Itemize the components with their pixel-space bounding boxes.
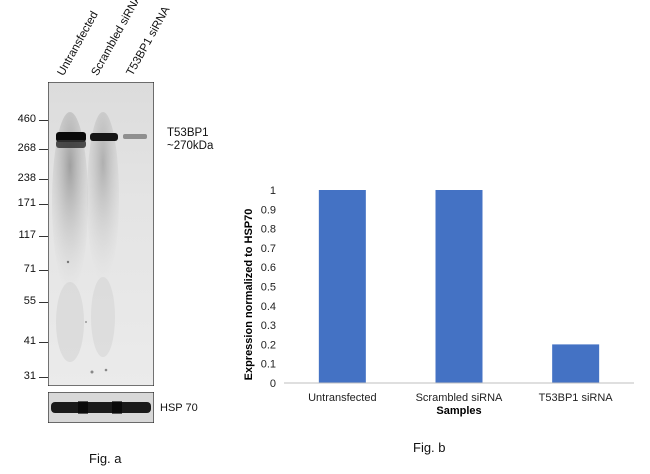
- bar-chart: 0 0.1 0.2 0.3 0.4 0.5 0.6 0.7 0.8 0.9 1 Untransfec…: [243, 185, 634, 417]
- mw-tick: [39, 149, 48, 150]
- band-untransfected: [56, 132, 86, 142]
- y-tick-label: 0.8: [261, 224, 276, 236]
- y-tick-label: 0.2: [261, 339, 276, 351]
- y-tick-label: 0.4: [261, 301, 276, 313]
- mw-tick: [39, 179, 48, 180]
- x-axis-label: Samples: [436, 405, 481, 417]
- mw-marker-238: 238: [17, 172, 36, 184]
- bar: [318, 190, 366, 383]
- y-axis-label: Expression normalized to HSP70: [243, 209, 255, 381]
- mw-tick: [39, 270, 48, 271]
- mw-marker-55: 55: [23, 295, 36, 307]
- y-tick-label: 0.3: [261, 320, 276, 332]
- mw-marker-171: 171: [17, 197, 36, 209]
- mw-marker-41: 41: [23, 335, 36, 347]
- loading-control-membrane: [48, 392, 154, 423]
- bar: [435, 190, 483, 383]
- bar: [552, 344, 600, 383]
- blot-membrane: [48, 82, 154, 386]
- y-tick-label: 0.9: [261, 204, 276, 216]
- lane-smear-untransfected: [52, 112, 88, 292]
- lane-smear-scrambled: [87, 112, 119, 282]
- y-tick-label: 0.1: [261, 359, 276, 371]
- figure-a-caption: Fig. a: [89, 451, 122, 466]
- target-band-size-label: ~270kDa: [167, 140, 214, 152]
- y-tick-label: 0.7: [261, 243, 276, 255]
- bars: [318, 190, 600, 383]
- figure-b-caption: Fig. b: [413, 440, 446, 455]
- mw-tick: [39, 342, 48, 343]
- mw-marker-460: 460: [17, 113, 36, 125]
- y-tick-label: 0.6: [261, 262, 276, 274]
- x-axis-ticks: Untransfected Scrambled siRNA T53BP1 siRNA: [308, 392, 613, 404]
- mw-tick: [39, 120, 48, 121]
- y-tick-label: 0.5: [261, 282, 276, 294]
- x-tick-label: Untransfected: [308, 392, 376, 404]
- target-band-label: T53BP1: [167, 127, 209, 139]
- y-axis-ticks: 0 0.1 0.2 0.3 0.4 0.5 0.6 0.7 0.8 0.9 1: [261, 185, 276, 390]
- mw-marker-268: 268: [17, 142, 36, 154]
- y-tick-label: 0: [270, 378, 276, 390]
- mw-tick: [39, 302, 48, 303]
- loading-control-label: HSP 70: [160, 402, 198, 414]
- band-t53bp1-sirna: [123, 134, 147, 139]
- hsp70-band: [51, 402, 151, 413]
- mw-tick: [39, 236, 48, 237]
- mw-marker-117: 117: [18, 229, 36, 241]
- mw-tick: [39, 377, 48, 378]
- mw-marker-71: 71: [23, 263, 36, 275]
- y-tick-label: 1: [270, 185, 276, 197]
- mw-marker-31: 31: [23, 370, 36, 382]
- band-scrambled: [90, 133, 118, 141]
- x-tick-label: Scrambled siRNA: [416, 392, 503, 404]
- x-tick-label: T53BP1 siRNA: [539, 392, 614, 404]
- mw-tick: [39, 204, 48, 205]
